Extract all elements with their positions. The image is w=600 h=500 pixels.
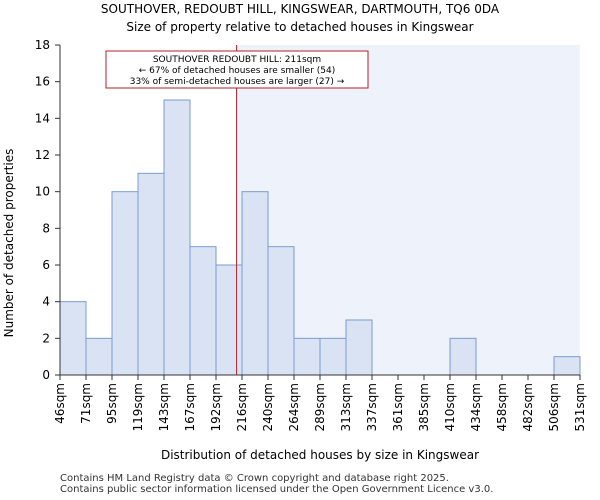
x-tick-label: 385sqm bbox=[417, 383, 431, 431]
bar-410sqm bbox=[449, 337, 477, 376]
bar-46sqm bbox=[59, 301, 87, 376]
bar-313sqm bbox=[345, 319, 373, 376]
x-tick-label: 337sqm bbox=[365, 383, 379, 431]
annotation-box: SOUTHOVER REDOUBT HILL: 211sqm ← 67% of … bbox=[105, 50, 369, 89]
bar-240sqm bbox=[267, 246, 295, 376]
x-tick-label: 458sqm bbox=[495, 383, 509, 431]
annotation-line-2: ← 67% of detached houses are smaller (54… bbox=[139, 66, 336, 76]
bar-71sqm bbox=[85, 337, 113, 376]
bar-192sqm bbox=[215, 264, 243, 376]
chart-title: SOUTHOVER, REDOUBT HILL, KINGSWEAR, DART… bbox=[101, 2, 500, 16]
footer-line-2: Contains public sector information licen… bbox=[60, 484, 494, 495]
x-tick-label: 216sqm bbox=[235, 383, 249, 431]
y-axis-label: Number of detached properties bbox=[2, 149, 16, 338]
bar-264sqm bbox=[293, 337, 321, 376]
y-tick-label: 2 bbox=[42, 331, 50, 345]
annotation-line-3: 33% of semi-detached houses are larger (… bbox=[130, 77, 345, 87]
x-tick-label: 46sqm bbox=[53, 383, 67, 424]
x-tick-label: 410sqm bbox=[443, 383, 457, 431]
bar-143sqm bbox=[163, 99, 191, 376]
y-tick-label: 10 bbox=[35, 185, 50, 199]
annotation-line-1: SOUTHOVER REDOUBT HILL: 211sqm bbox=[153, 55, 321, 65]
x-tick-label: 119sqm bbox=[131, 383, 145, 431]
x-tick-label: 143sqm bbox=[157, 383, 171, 431]
footer-line-1: Contains HM Land Registry data © Crown c… bbox=[60, 473, 449, 484]
bar-216sqm bbox=[241, 191, 269, 376]
bar-167sqm bbox=[189, 246, 217, 376]
y-tick-label: 4 bbox=[42, 295, 50, 309]
x-tick-label: 192sqm bbox=[209, 383, 223, 431]
y-tick-label: 0 bbox=[42, 368, 50, 382]
y-tick-label: 16 bbox=[35, 75, 50, 89]
x-tick-label: 506sqm bbox=[547, 383, 561, 431]
x-tick-label: 434sqm bbox=[469, 383, 483, 431]
x-tick-label: 531sqm bbox=[573, 383, 587, 431]
x-axis-label: Distribution of detached houses by size … bbox=[161, 448, 479, 462]
x-tick-label: 482sqm bbox=[521, 383, 535, 431]
x-tick-label: 264sqm bbox=[287, 383, 301, 431]
x-tick-label: 361sqm bbox=[391, 383, 405, 431]
bar-289sqm bbox=[319, 337, 347, 376]
bar-506sqm bbox=[553, 356, 581, 376]
x-tick-label: 289sqm bbox=[313, 383, 327, 431]
x-tick-label: 95sqm bbox=[105, 383, 119, 424]
y-tick-label: 18 bbox=[35, 38, 50, 52]
y-tick-label: 12 bbox=[35, 148, 50, 162]
y-tick-label: 8 bbox=[42, 221, 50, 235]
x-tick-label: 71sqm bbox=[79, 383, 93, 424]
x-tick-label: 313sqm bbox=[339, 383, 353, 431]
bar-95sqm bbox=[111, 191, 139, 376]
chart-subtitle: Size of property relative to detached ho… bbox=[126, 20, 473, 34]
x-tick-label: 240sqm bbox=[261, 383, 275, 431]
y-tick-label: 6 bbox=[42, 258, 50, 272]
bar-119sqm bbox=[137, 172, 165, 376]
x-tick-label: 167sqm bbox=[183, 383, 197, 431]
y-tick-label: 14 bbox=[35, 111, 50, 125]
